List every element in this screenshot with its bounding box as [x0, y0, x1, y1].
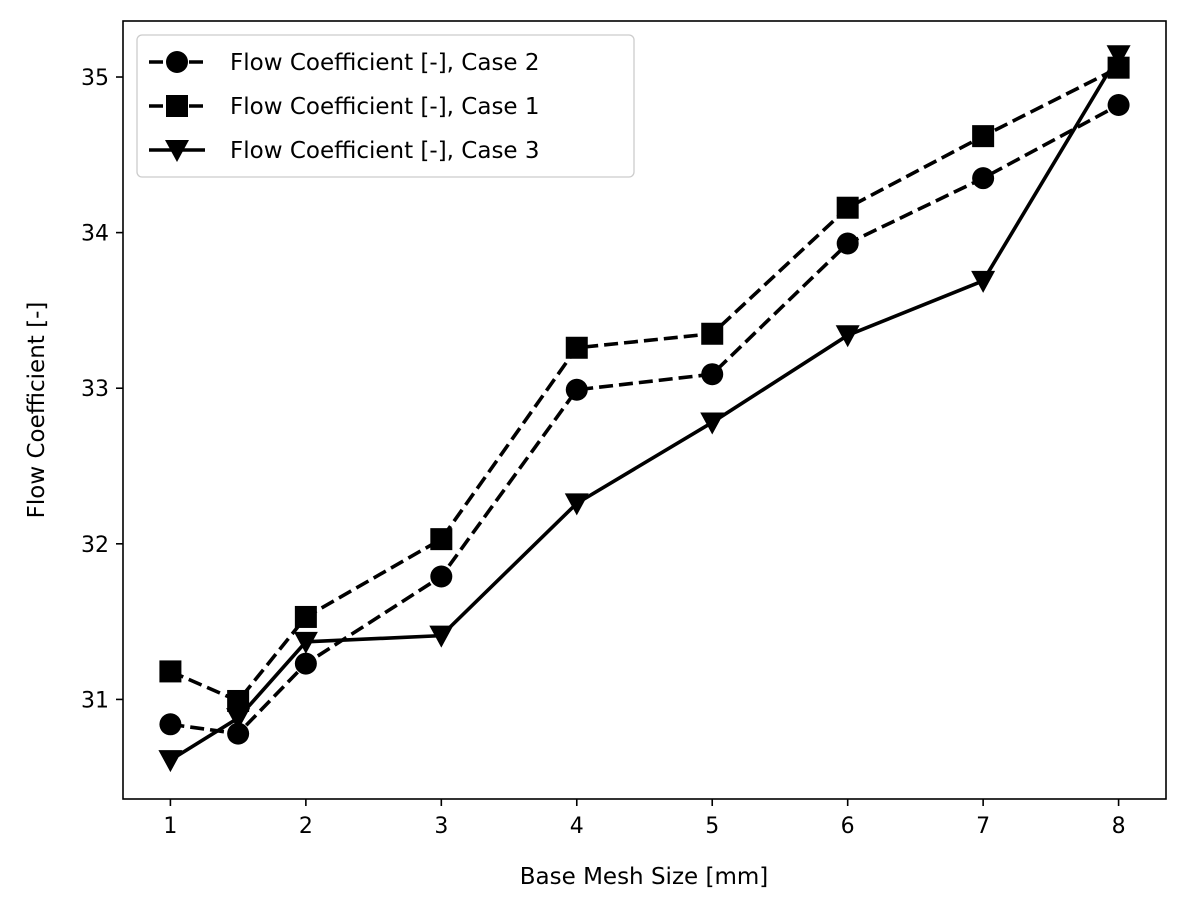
series-layer	[158, 45, 1131, 773]
plot-frame	[122, 20, 1167, 800]
data-point-1	[294, 652, 317, 675]
data-point-3	[971, 270, 996, 293]
data-point-3	[158, 750, 183, 773]
legend-marker	[166, 95, 188, 117]
data-point-1	[972, 167, 995, 190]
legend-marker	[165, 140, 189, 162]
legend-box	[136, 34, 635, 178]
data-point-1	[1107, 94, 1130, 117]
data-point-1	[565, 378, 588, 401]
data-point-2	[294, 605, 317, 628]
data-point-3	[835, 325, 860, 348]
legend: Flow Coefficient [-], Case 2 Flow Coeffic…	[136, 34, 635, 178]
data-point-2	[159, 660, 182, 683]
x-axis: 1 2 3 4 5 6 7 8	[163, 799, 1126, 839]
x-tick-label: 2	[299, 814, 313, 839]
y-tick-label: 32	[81, 533, 109, 558]
x-tick-label: 6	[841, 814, 855, 839]
x-tick-label: 5	[705, 814, 719, 839]
data-point-2	[430, 528, 453, 551]
data-point-2	[565, 336, 588, 359]
y-tick-label: 31	[81, 688, 109, 713]
x-axis-label: Base Mesh Size [mm]	[520, 864, 768, 890]
data-point-2	[836, 196, 859, 219]
x-tick-label: 7	[976, 814, 990, 839]
y-tick-label: 33	[81, 377, 109, 402]
y-axis-label: Flow Coefficient [-]	[24, 302, 50, 519]
y-tick-label: 35	[81, 66, 109, 91]
data-point-1	[159, 713, 182, 736]
x-tick-label: 4	[570, 814, 584, 839]
data-point-3	[700, 412, 725, 435]
data-point-1	[701, 363, 724, 386]
data-point-1	[430, 565, 453, 588]
data-point-3	[293, 631, 318, 654]
y-axis: 31 32 33 34 35	[81, 66, 123, 713]
data-point-2	[701, 322, 724, 345]
y-tick-label: 34	[81, 222, 109, 247]
data-point-3	[226, 708, 251, 731]
legend-marker	[166, 51, 188, 73]
data-point-1	[227, 722, 250, 745]
data-point-2	[227, 689, 250, 712]
x-tick-label: 8	[1112, 814, 1126, 839]
x-tick-label: 1	[163, 814, 177, 839]
data-point-2	[972, 125, 995, 148]
series-line-1	[170, 103, 1120, 736]
legend-label: Flow Coefficient [-], Case 3	[230, 138, 540, 164]
x-tick-label: 3	[434, 814, 448, 839]
data-point-3	[1106, 45, 1131, 68]
data-point-1	[836, 232, 859, 255]
legend-label: Flow Coefficient [-], Case 1	[230, 94, 540, 120]
data-point-3	[429, 625, 454, 648]
data-point-3	[564, 493, 589, 516]
legend-label: Flow Coefficient [-], Case 2	[230, 50, 540, 76]
